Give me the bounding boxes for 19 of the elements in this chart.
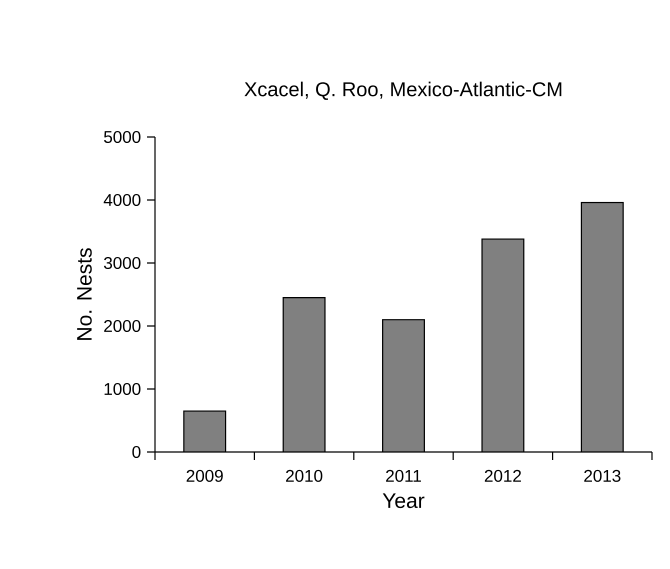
bar <box>283 298 325 452</box>
y-axis-title: No. Nests <box>77 248 92 340</box>
y-tick-label: 4000 <box>104 194 140 206</box>
y-tick-label: 5000 <box>104 130 140 144</box>
bar <box>382 320 424 452</box>
x-tick-label: 2013 <box>584 470 620 482</box>
x-tick-label: 2012 <box>484 470 521 482</box>
x-tick-label: 2011 <box>386 470 421 482</box>
chart-title: Xcacel, Q. Roo, Mexico-Atlantic-CM <box>244 82 562 100</box>
y-tick-label: 1000 <box>104 382 140 396</box>
x-tick-label: 2009 <box>186 470 223 482</box>
y-tick-label: 0 <box>132 446 140 458</box>
x-tick-label: 2010 <box>286 470 322 482</box>
bar <box>580 202 624 452</box>
x-axis-title: Year <box>382 493 424 508</box>
bar <box>482 239 524 452</box>
y-tick-label: 3000 <box>104 256 140 270</box>
y-tick-label: 2000 <box>104 320 140 332</box>
bar <box>184 411 226 452</box>
